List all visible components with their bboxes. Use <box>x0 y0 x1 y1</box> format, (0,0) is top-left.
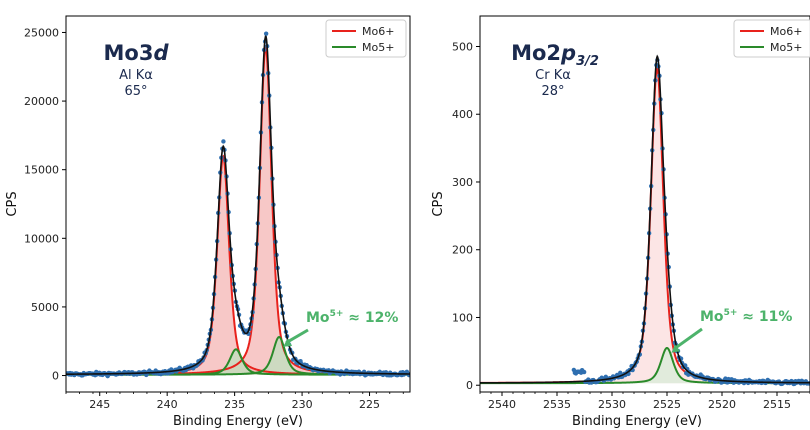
x-tick-label: 2525 <box>653 398 681 411</box>
panel-2: 2540 2535 2530 2525 2520 2515 0 100 200 300 400 500… <box>431 15 810 429</box>
y-tick-label: 300 <box>452 176 473 189</box>
legend-entry: Mo5+ <box>362 41 394 54</box>
annotation-arrowhead <box>283 338 293 347</box>
x-tick-label: 225 <box>359 398 380 411</box>
data-point <box>221 139 226 144</box>
mo5-fraction-annotation: Mo5+ ≈ 11% <box>700 308 792 325</box>
fill-Mo6+-0 <box>480 68 810 384</box>
x-axis-label: Binding Energy (eV) <box>173 414 303 429</box>
y-tick-label: 0 <box>52 370 59 383</box>
data-point <box>263 31 269 36</box>
data-point <box>618 370 623 376</box>
y-tick-label: 400 <box>452 108 473 121</box>
x-tick-label: 2530 <box>598 398 626 411</box>
legend-entry: Mo6+ <box>362 25 394 38</box>
angle-label: 65° <box>124 84 147 99</box>
x-tick-label: 2540 <box>488 398 516 411</box>
source-label: Cr Kα <box>535 68 571 83</box>
y-tick-label: 100 <box>452 311 473 324</box>
y-tick-label: 500 <box>452 40 473 53</box>
source-label: Al Kα <box>119 68 153 83</box>
annotation-arrow <box>285 328 309 345</box>
annotation-arrow <box>673 327 703 350</box>
panel-title: Mo2p3/2 <box>511 41 599 69</box>
panel-title: Mo3d <box>104 41 170 65</box>
envelope-fit <box>66 35 410 375</box>
panel-1: 245 240 235 230 225 0 5000 10000 15000 20000 25000… <box>5 15 411 429</box>
mo5-fraction-annotation: Mo5+ ≈ 12% <box>306 309 398 326</box>
legend-entry: Mo6+ <box>770 25 802 38</box>
y-axis-label: CPS <box>431 191 446 216</box>
y-axis-label: CPS <box>5 191 20 216</box>
legend: Mo6+ Mo5+ <box>325 19 407 58</box>
legend: Mo6+ Mo5+ <box>733 19 810 58</box>
y-tick-label: 20000 <box>24 95 59 108</box>
x-tick-label: 240 <box>157 398 178 411</box>
axes-frame <box>65 15 411 393</box>
x-tick-label: 230 <box>292 398 313 411</box>
envelope-fit <box>480 54 810 384</box>
y-tick-label: 5000 <box>31 301 59 314</box>
y-tick-label: 25000 <box>24 26 59 39</box>
x-tick-label: 2520 <box>708 398 736 411</box>
angle-label: 28° <box>541 84 564 99</box>
y-tick-label: 0 <box>466 379 473 392</box>
fill-Mo6+-1 <box>66 156 410 375</box>
component-Mo6+-1 <box>66 154 410 376</box>
x-tick-label: 235 <box>224 398 245 411</box>
x-tick-label: 2535 <box>543 398 571 411</box>
data-point <box>581 369 587 375</box>
x-tick-label: 245 <box>89 398 110 411</box>
y-tick-label: 15000 <box>24 164 59 177</box>
x-axis-label: Binding Energy (eV) <box>572 414 702 429</box>
y-tick-label: 10000 <box>24 232 59 245</box>
x-tick-label: 2515 <box>763 398 791 411</box>
legend-entry: Mo5+ <box>770 41 802 54</box>
measured-points <box>66 31 410 379</box>
y-tick-label: 200 <box>452 244 473 257</box>
fill-Mo5+-1 <box>66 349 410 375</box>
annotation-arrowhead <box>671 344 681 353</box>
